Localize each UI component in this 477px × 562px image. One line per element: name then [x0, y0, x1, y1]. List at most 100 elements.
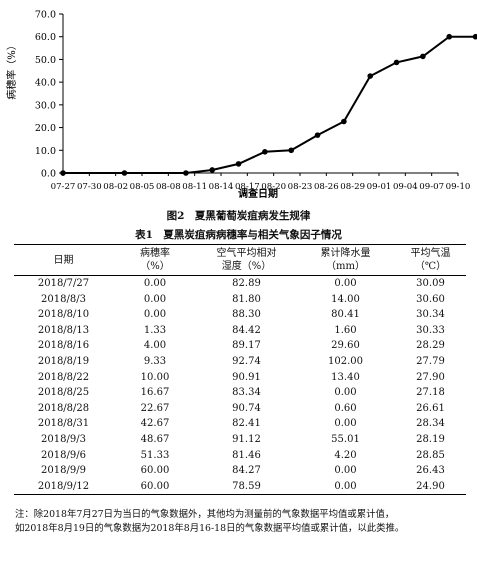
cell-humidity: 89.17 [232, 340, 261, 352]
cell-humidity: 82.41 [232, 418, 261, 430]
cell-incidence: 0.00 [143, 309, 167, 321]
cell-humidity: 78.59 [197, 478, 296, 496]
cell-date: 2018/8/10 [37, 309, 90, 321]
weather-incidence-table: 日期 病穗率 （%） 空气平均相对 湿度（%） 累计降水量 （mm） 平均气温 （℃） … [14, 244, 466, 496]
y-tick-label: 70.0 [35, 10, 56, 21]
table-row: 2018/8/31 42.67 82.41 0.00 28.34 [14, 416, 466, 432]
table-row: 2018/8/25 16.67 83.34 0.00 27.18 [14, 385, 466, 401]
cell-temperature: 24.90 [395, 478, 466, 496]
table-row: 2018/7/27 0.00 82.89 0.00 30.09 [14, 276, 466, 292]
cell-humidity: 92.74 [232, 355, 261, 367]
cell-date: 2018/8/28 [37, 402, 90, 414]
y-tick-label: 10.0 [35, 146, 56, 157]
cell-date: 2018/8/25 [37, 387, 90, 399]
cell-temperature: 30.09 [416, 278, 445, 289]
table-row: 2018/8/16 4.00 89.17 29.60 28.29 [14, 338, 466, 354]
cell-rainfall: 55.01 [331, 433, 360, 445]
header-temperature: 平均气温 （℃） [395, 244, 466, 276]
x-tick-label: 08-11 [182, 182, 207, 192]
table-row: 2018/8/13 1.33 84.42 1.60 30.33 [14, 323, 466, 339]
table-row: 2018/8/3 0.00 81.80 14.00 30.60 [14, 292, 466, 308]
cell-date: 2018/9/3 [41, 433, 86, 445]
x-tick-label: 08-29 [340, 182, 365, 192]
cell-humidity: 81.46 [232, 449, 261, 461]
cell-temperature: 30.33 [416, 324, 445, 336]
y-tick-label: 50.0 [35, 55, 56, 66]
x-tick-label: 09-10 [446, 182, 471, 192]
cell-incidence: 22.67 [140, 402, 170, 414]
header-humidity: 空气平均相对 湿度（%） [197, 244, 296, 276]
cell-humidity: 81.80 [232, 293, 261, 305]
x-tick-label: 08-23 [288, 182, 313, 192]
cell-incidence: 60.00 [113, 478, 197, 496]
cell-rainfall: 0.60 [334, 402, 357, 414]
cell-date: 2018/8/31 [37, 418, 90, 430]
x-tick-label: 08-26 [314, 182, 339, 192]
table-row: 2018/9/12 60.00 78.59 0.00 24.90 [14, 478, 466, 496]
cell-humidity: 83.34 [232, 387, 261, 399]
cell-rainfall: 0.00 [334, 418, 357, 430]
data-point [262, 149, 268, 155]
table-caption: 表1 夏黑炭疽病病穗率与相关气象因子情况 [135, 229, 342, 241]
table-note: 注：除2018年7月27日为当日的气象数据外，其他均为测量前的气象数据平均值或累… [15, 508, 465, 536]
header-date: 日期 [14, 244, 113, 276]
y-tick-labels: 0.0 10.0 20.0 30.0 40.0 50.0 60.0 70.0 [35, 10, 56, 180]
cell-humidity: 84.27 [232, 465, 261, 477]
y-tick-label: 60.0 [35, 32, 56, 43]
x-tick-label: 08-14 [209, 182, 234, 192]
cell-humidity: 84.42 [232, 324, 261, 336]
note-line-1: 注：除2018年7月27日为当日的气象数据外，其他均为测量前的气象数据平均值或累… [15, 509, 395, 520]
cell-rainfall: 80.41 [331, 309, 360, 321]
cell-date: 2018/8/3 [41, 293, 86, 305]
cell-date: 2018/8/16 [37, 340, 90, 352]
cell-incidence: 10.00 [140, 371, 170, 383]
note-line-2: 如2018年8月19日的气象数据为2018年8月16-18日的气象数据平均值或累… [15, 523, 405, 534]
incidence-line-chart: 0.0 10.0 20.0 30.0 40.0 50.0 60.0 70.0 07-27 07-… [5, 10, 477, 200]
data-point [209, 167, 216, 173]
cell-date: 2018/8/22 [37, 371, 90, 383]
cell-rainfall: 4.20 [334, 449, 357, 461]
x-axis-label: 调查日期 [238, 187, 278, 200]
x-tick-label: 08-02 [103, 182, 128, 192]
cell-date: 2018/8/19 [37, 355, 90, 367]
data-point [341, 118, 347, 125]
cell-rainfall: 13.40 [331, 371, 360, 383]
series-line [63, 35, 476, 174]
x-tick-label: 09-04 [393, 182, 418, 192]
cell-humidity: 90.74 [232, 402, 261, 414]
cell-incidence: 4.00 [143, 340, 167, 352]
x-tick-label: 07-27 [51, 182, 76, 192]
cell-temperature: 28.34 [416, 418, 445, 430]
x-tick-labels: 07-27 07-30 08-02 08-05 08-08 08-11 08-14 08-17… [51, 182, 471, 192]
x-tick-label: 07-30 [77, 182, 102, 192]
cell-humidity: 88.30 [232, 309, 261, 321]
cell-date: 2018/9/12 [14, 478, 113, 496]
y-tick-label: 30.0 [35, 100, 56, 111]
table-row: 2018/9/6 51.33 81.46 4.20 28.85 [14, 448, 466, 464]
cell-date: 2018/9/6 [41, 449, 86, 461]
data-point [121, 170, 128, 176]
x-tick-label: 09-07 [419, 182, 444, 192]
cell-rainfall: 0.00 [296, 478, 395, 496]
cell-rainfall: 1.60 [334, 324, 357, 336]
figure-caption: 图2 夏黑葡萄炭疽病发生规律 [166, 210, 311, 222]
cell-incidence: 0.00 [143, 293, 167, 305]
data-point [446, 33, 453, 40]
cell-temperature: 30.60 [416, 293, 445, 305]
table-row: 2018/8/28 22.67 90.74 0.60 26.61 [14, 401, 466, 417]
data-point [183, 170, 189, 176]
cell-humidity: 91.12 [232, 433, 261, 445]
series-points [60, 33, 477, 176]
cell-date: 2018/8/13 [37, 324, 90, 336]
data-point [60, 170, 66, 176]
table-row: 2018/8/22 10.00 90.91 13.40 27.90 [14, 370, 466, 386]
data-point [367, 73, 374, 79]
cell-incidence: 1.33 [143, 324, 167, 336]
header-incidence: 病穗率 （%） [113, 244, 197, 276]
cell-humidity: 90.91 [232, 371, 261, 383]
x-tick-label: 08-05 [130, 182, 155, 192]
cell-temperature: 26.43 [416, 465, 445, 477]
table-row: 2018/9/3 48.67 91.12 55.01 28.19 [14, 432, 466, 448]
cell-temperature: 26.61 [416, 402, 445, 414]
y-tick-label: 40.0 [35, 78, 56, 89]
